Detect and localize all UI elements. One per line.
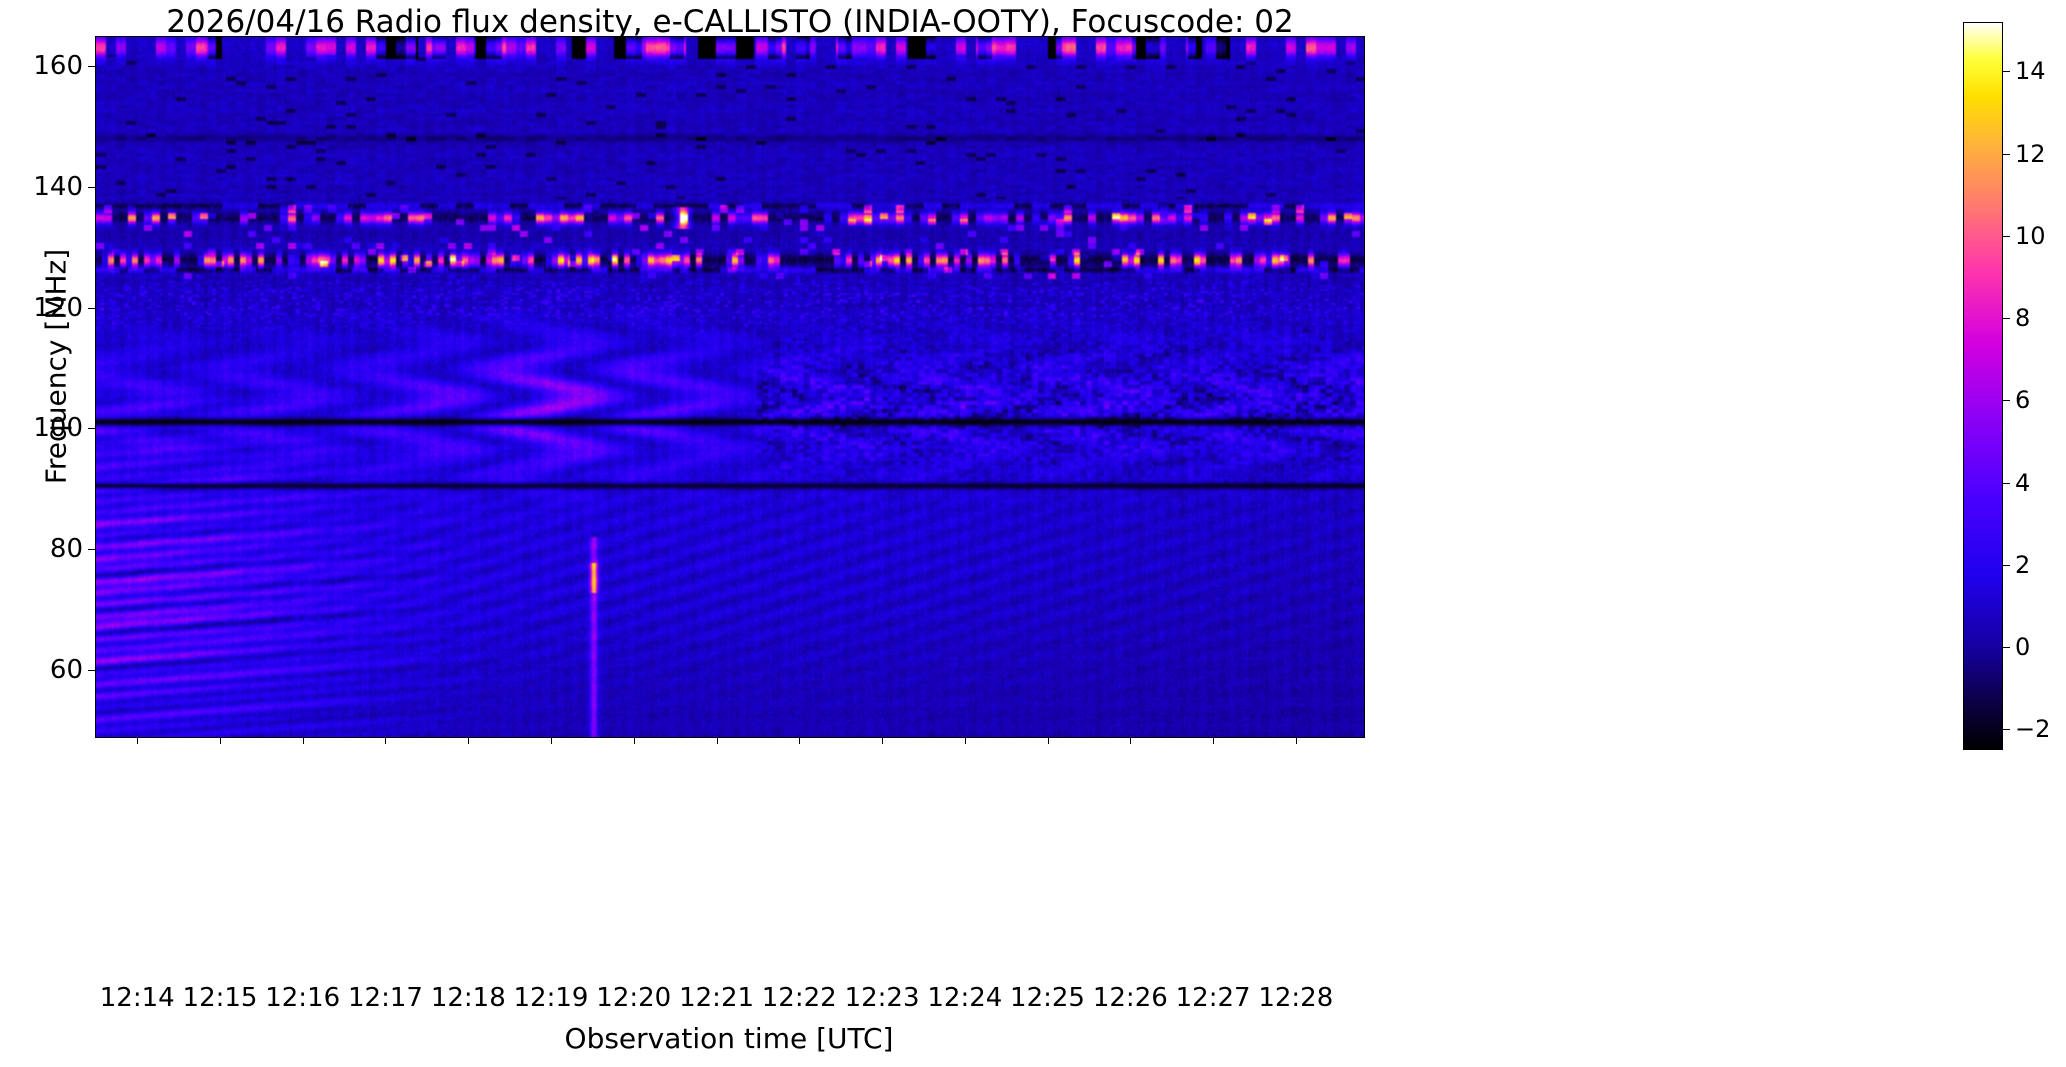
colorbar-tick-mark (2003, 564, 2010, 566)
y-tick-mark (88, 186, 95, 188)
x-tick-label: 12:14 (99, 983, 175, 1013)
x-tick-mark (220, 737, 222, 744)
colorbar-tick-mark (2003, 71, 2010, 73)
y-tick-label: 100 (33, 413, 83, 444)
y-tick-label: 60 (49, 654, 83, 685)
colorbar-tick-label: 14 (2015, 57, 2046, 86)
x-axis-label: Observation time [UTC] (564, 1022, 894, 1055)
x-tick-label: 12:22 (761, 983, 837, 1013)
x-tick-label: 12:24 (927, 983, 1003, 1013)
x-tick-mark (1130, 737, 1132, 744)
colorbar-tick-mark (2003, 400, 2010, 402)
colorbar-tick-label: 10 (2015, 221, 2046, 250)
colorbar-tick-mark (2003, 647, 2010, 649)
colorbar-tick-label: 6 (2015, 386, 2031, 415)
colorbar-tick-label: 12 (2015, 139, 2046, 168)
y-tick-mark (88, 428, 95, 430)
colorbar-tick-mark (2003, 729, 2010, 731)
x-tick-mark (468, 737, 470, 744)
x-tick-label: 12:28 (1258, 983, 1334, 1013)
spectrogram-axes (95, 36, 1365, 738)
colorbar-tick-label: 8 (2015, 304, 2031, 333)
x-tick-mark (799, 737, 801, 744)
x-tick-label: 12:19 (513, 983, 589, 1013)
colorbar-tick-mark (2003, 153, 2010, 155)
colorbar-gradient (1963, 22, 2003, 750)
x-tick-label: 12:26 (1092, 983, 1168, 1013)
y-tick-label: 80 (49, 533, 83, 564)
y-tick-label: 120 (33, 292, 83, 323)
colorbar-tick-label: 4 (2015, 468, 2031, 497)
x-tick-label: 12:23 (844, 983, 920, 1013)
y-tick-mark (88, 548, 95, 550)
x-tick-label: 12:15 (182, 983, 258, 1013)
x-tick-label: 12:20 (596, 983, 672, 1013)
y-tick-mark (88, 669, 95, 671)
x-tick-label: 12:21 (679, 983, 755, 1013)
page-title: 2026/04/16 Radio flux density, e-CALLIST… (166, 4, 1294, 40)
x-tick-mark (1047, 737, 1049, 744)
colorbar-tick-label: 0 (2015, 633, 2031, 662)
colorbar: 14 12 10 8 6 4 2 0 −2 (1963, 22, 2050, 750)
x-tick-mark (882, 737, 884, 744)
y-axis-label: Frequency [MHz] (39, 248, 73, 485)
x-tick-mark (716, 737, 718, 744)
x-tick-label: 12:17 (348, 983, 423, 1013)
y-tick-label: 160 (33, 51, 83, 82)
x-tick-label: 12:18 (430, 983, 506, 1013)
x-tick-mark (1213, 737, 1215, 744)
spectrogram-image (96, 37, 1364, 737)
y-tick-label: 140 (33, 171, 83, 202)
x-tick-label: 12:25 (1010, 983, 1085, 1013)
x-tick-mark (633, 737, 635, 744)
x-tick-label: 12:27 (1175, 983, 1251, 1013)
x-tick-mark (137, 737, 139, 744)
x-tick-mark (385, 737, 387, 744)
colorbar-tick-mark (2003, 235, 2010, 237)
x-tick-mark (1295, 737, 1297, 744)
colorbar-tick-label: −2 (2015, 715, 2051, 744)
y-tick-mark (88, 66, 95, 68)
colorbar-tick-mark (2003, 318, 2010, 320)
x-tick-mark (550, 737, 552, 744)
y-tick-mark (88, 307, 95, 309)
colorbar-tick-mark (2003, 482, 2010, 484)
x-tick-mark (302, 737, 304, 744)
colorbar-tick-label: 2 (2015, 550, 2031, 579)
x-tick-mark (964, 737, 966, 744)
x-tick-label: 12:16 (265, 983, 341, 1013)
